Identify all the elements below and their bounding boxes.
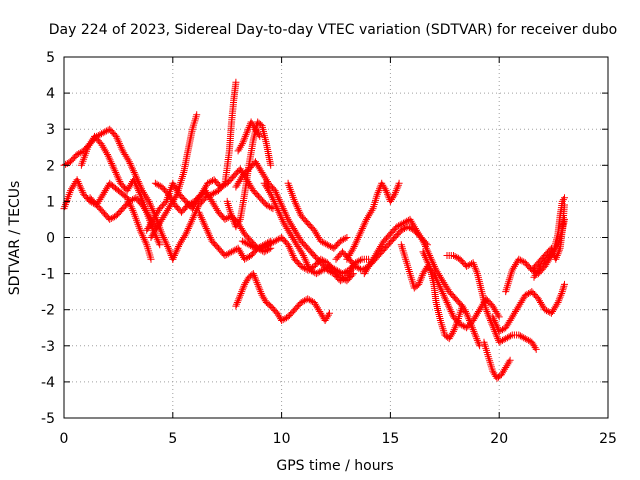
series-arc-16 [284, 179, 351, 252]
y-tick-label: -4 [41, 375, 55, 391]
y-tick-label: 0 [46, 231, 55, 247]
series-arc-7 [147, 111, 201, 241]
series-markers [232, 270, 333, 324]
x-tick-label: 10 [273, 431, 291, 447]
series-arc-19 [360, 215, 466, 310]
series-arc-12 [232, 158, 357, 285]
y-axis-label: SDTVAR / TECUs [7, 181, 23, 296]
x-tick-label: 0 [60, 431, 69, 447]
x-axis-label: GPS time / hours [276, 458, 393, 474]
y-tick-label: -3 [41, 339, 55, 355]
y-tick-label: 3 [46, 122, 55, 138]
series-markers [480, 338, 514, 382]
series-markers [232, 158, 357, 285]
data-points [60, 78, 568, 382]
series-arc-18 [343, 179, 403, 263]
series-markers [169, 78, 240, 263]
series-arc-22 [443, 252, 540, 353]
series-arc-11 [234, 118, 264, 155]
y-tick-label: 5 [46, 50, 55, 66]
x-tick-label: 25 [599, 431, 617, 447]
series-arc-13 [232, 270, 333, 324]
axis-ticks: 0 5 10 15 20 25 -5 -4 -3 -2 -1 0 1 2 3 4 5 [41, 50, 617, 447]
y-tick-label: 2 [46, 158, 55, 174]
y-tick-label: 1 [46, 194, 55, 210]
series-arc-27 [528, 201, 568, 274]
series-markers [360, 215, 466, 310]
y-tick-label: -2 [41, 303, 55, 319]
chart-title: Day 224 of 2023, Sidereal Day-to-day VTE… [49, 22, 617, 38]
series-markers [397, 241, 503, 332]
x-tick-label: 20 [490, 431, 508, 447]
x-tick-label: 15 [381, 431, 399, 447]
y-tick-label: -1 [41, 267, 55, 283]
series-arc-4 [86, 194, 159, 231]
series-arc-20 [397, 241, 503, 332]
y-tick-label: 4 [46, 86, 55, 102]
series-markers [489, 280, 568, 335]
series-arc-23 [480, 338, 514, 382]
series-arc-24 [489, 280, 568, 335]
series-markers [343, 179, 403, 263]
series-arc-21 [419, 248, 484, 350]
x-tick-label: 5 [168, 431, 177, 447]
series-arc-8 [169, 78, 240, 263]
y-tick-label: -5 [41, 411, 55, 427]
series-arc-9 [195, 208, 275, 263]
